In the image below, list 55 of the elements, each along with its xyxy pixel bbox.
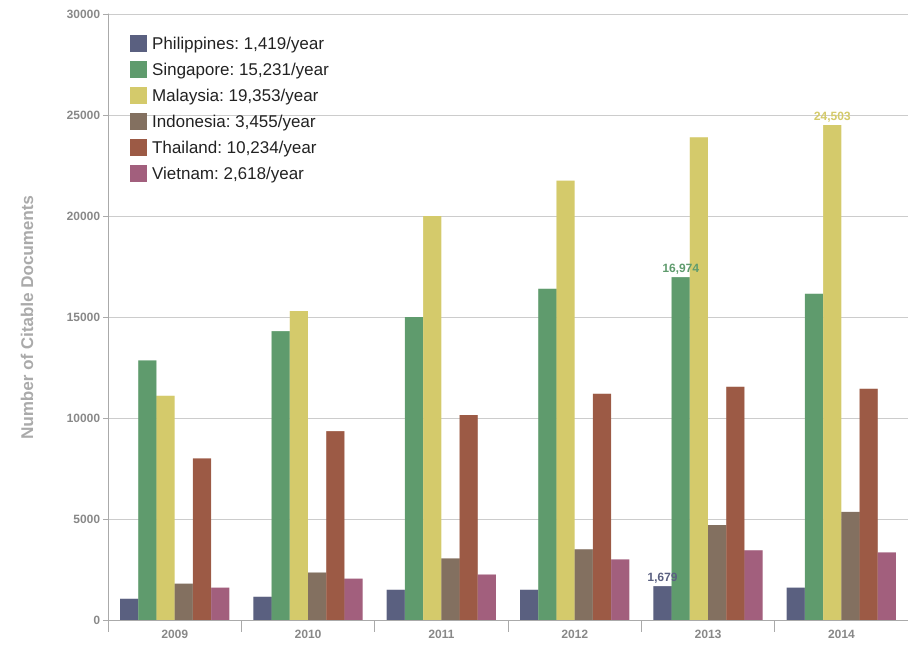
bar xyxy=(211,588,230,620)
y-tick-label: 20000 xyxy=(66,209,100,223)
bar xyxy=(386,590,405,620)
x-tick-label: 2010 xyxy=(294,627,322,641)
bar xyxy=(441,558,460,620)
y-tick-label: 15000 xyxy=(66,310,100,324)
bar xyxy=(653,586,672,620)
bar xyxy=(744,550,763,620)
bar xyxy=(308,572,326,620)
bar xyxy=(726,386,744,620)
y-tick-label: 5000 xyxy=(73,512,100,526)
bar xyxy=(404,317,424,620)
bar xyxy=(272,331,290,620)
bar xyxy=(290,310,308,620)
y-tick-label: 25000 xyxy=(66,108,100,122)
bar xyxy=(520,590,538,620)
legend-label: Thailand: 10,234/year xyxy=(152,138,317,157)
bar xyxy=(156,396,175,620)
bar xyxy=(138,360,156,620)
legend-label: Singapore: 15,231/year xyxy=(152,60,330,79)
bar xyxy=(611,559,630,620)
bar xyxy=(174,584,193,620)
bar xyxy=(592,394,612,620)
bar xyxy=(786,588,805,620)
x-tick-label: 2014 xyxy=(828,627,856,641)
bar xyxy=(878,552,896,620)
bar xyxy=(460,414,478,620)
bar xyxy=(841,512,860,620)
bar xyxy=(120,598,138,620)
bar xyxy=(823,125,842,620)
x-tick-label: 2011 xyxy=(428,627,455,641)
bar xyxy=(253,596,272,620)
legend-label: Indonesia: 3,455/year xyxy=(152,112,316,131)
bar xyxy=(804,294,824,620)
bar xyxy=(538,288,556,620)
bar xyxy=(708,525,726,620)
bar xyxy=(326,431,344,620)
bar xyxy=(556,180,575,620)
bar xyxy=(192,458,212,620)
bar xyxy=(344,578,363,620)
y-axis-title: Number of Citable Documents xyxy=(18,195,37,439)
data-label: 24,503 xyxy=(814,109,851,124)
legend-label: Malaysia: 19,353/year xyxy=(152,86,319,105)
bar xyxy=(478,574,496,620)
bar xyxy=(860,388,878,620)
legend-label: Vietnam: 2,618/year xyxy=(152,164,304,183)
bar xyxy=(423,216,442,620)
bar xyxy=(574,549,593,620)
y-tick-label: 30000 xyxy=(66,7,100,21)
y-tick-label: 0 xyxy=(93,613,100,627)
legend-label: Philippines: 1,419/year xyxy=(152,34,324,53)
y-tick-label: 10000 xyxy=(66,411,100,425)
x-tick-label: 2009 xyxy=(161,627,188,641)
x-tick-label: 2013 xyxy=(694,627,722,641)
x-tick-label: 2012 xyxy=(561,627,588,641)
